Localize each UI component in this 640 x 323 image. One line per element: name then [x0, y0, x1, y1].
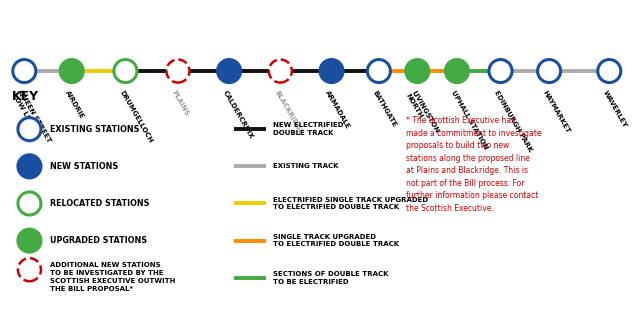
Ellipse shape — [218, 59, 241, 83]
Text: AIRDRIE: AIRDRIE — [65, 89, 86, 120]
Ellipse shape — [598, 59, 621, 83]
Text: LIVINGSTON
NORTH: LIVINGSTON NORTH — [404, 89, 440, 137]
Text: SECTIONS OF DOUBLE TRACK
TO BE ELECTRIFIED: SECTIONS OF DOUBLE TRACK TO BE ELECTRIFI… — [273, 271, 388, 285]
Text: WAVERLEY: WAVERLEY — [602, 89, 628, 128]
Text: BLACKRIDGE: BLACKRIDGE — [273, 89, 303, 135]
Text: EXISTING STATIONS: EXISTING STATIONS — [50, 125, 140, 134]
Ellipse shape — [320, 59, 343, 83]
Text: EXISTING TRACK: EXISTING TRACK — [273, 163, 339, 169]
Ellipse shape — [18, 258, 41, 281]
Text: * The Scottish Executive has
made a commitment to investigate
proposals to build: * The Scottish Executive has made a comm… — [406, 116, 542, 213]
Text: KEY: KEY — [12, 90, 38, 103]
Text: CALDERCRUIX: CALDERCRUIX — [222, 89, 255, 140]
Text: ELECTRIFIED SINGLE TRACK UPGRADED
TO ELECTRIFIED DOUBLE TRACK: ELECTRIFIED SINGLE TRACK UPGRADED TO ELE… — [273, 197, 428, 210]
Ellipse shape — [18, 155, 41, 178]
Text: EDINBURGH PARK: EDINBURGH PARK — [493, 89, 533, 152]
Ellipse shape — [13, 59, 36, 83]
Ellipse shape — [538, 59, 561, 83]
Ellipse shape — [18, 192, 41, 215]
Text: UPHALL STATION: UPHALL STATION — [450, 89, 488, 150]
Text: HAYMARKET: HAYMARKET — [542, 89, 572, 134]
Ellipse shape — [18, 229, 41, 252]
Text: NEW STATIONS: NEW STATIONS — [50, 162, 118, 171]
Ellipse shape — [166, 59, 189, 83]
Ellipse shape — [406, 59, 429, 83]
Ellipse shape — [60, 59, 83, 83]
Ellipse shape — [367, 59, 390, 83]
Text: NEW ELECTRIFIED
DOUBLE TRACK: NEW ELECTRIFIED DOUBLE TRACK — [273, 122, 344, 136]
Text: ADDITIONAL NEW STATIONS
TO BE INVESTIGATED BY THE
SCOTTISH EXECUTIVE OUTWITH
THE: ADDITIONAL NEW STATIONS TO BE INVESTIGAT… — [50, 262, 175, 292]
Text: UPGRADED STATIONS: UPGRADED STATIONS — [50, 236, 147, 245]
Ellipse shape — [18, 118, 41, 141]
Text: BATHGATE: BATHGATE — [372, 89, 397, 128]
Text: QUEEN STREET
LOW LEVEL: QUEEN STREET LOW LEVEL — [11, 89, 52, 147]
Ellipse shape — [114, 59, 137, 83]
Text: ARMADALE: ARMADALE — [324, 89, 351, 130]
Text: DRUMGELLOCH: DRUMGELLOCH — [118, 89, 153, 143]
Text: RELOCATED STATIONS: RELOCATED STATIONS — [50, 199, 149, 208]
Ellipse shape — [489, 59, 512, 83]
Ellipse shape — [269, 59, 292, 83]
Text: PLAINS: PLAINS — [171, 89, 190, 117]
Text: SINGLE TRACK UPGRADED
TO ELECTRIFIED DOUBLE TRACK: SINGLE TRACK UPGRADED TO ELECTRIFIED DOU… — [273, 234, 399, 247]
Ellipse shape — [445, 59, 468, 83]
